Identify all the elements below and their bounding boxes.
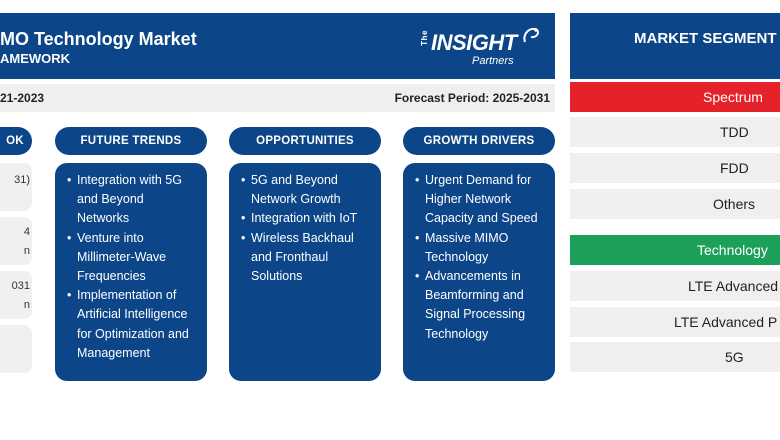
- segment-item-label: Others: [713, 196, 756, 212]
- forecast-period: Forecast Period: 2025-2031: [394, 91, 550, 105]
- list-item: Integration with 5G and Beyond Networks: [67, 171, 197, 229]
- opportunities-card: 5G and Beyond Network Growth Integration…: [229, 163, 381, 381]
- outlook-stub-2: 4 n: [0, 217, 32, 265]
- outlook-header-label: OK: [6, 135, 24, 147]
- growth-drivers-card: Urgent Demand for Higher Network Capacit…: [403, 163, 555, 381]
- spectrum-category: Spectrum: [570, 82, 780, 112]
- logo-partners-text: Partners: [472, 55, 514, 67]
- period-bar: [0, 84, 555, 112]
- header-banner: [0, 13, 555, 79]
- opportunities-header: OPPORTUNITIES: [229, 127, 381, 155]
- list-item: Urgent Demand for Higher Network Capacit…: [415, 171, 545, 229]
- growth-drivers-header: GROWTH DRIVERS: [403, 127, 555, 155]
- list-item: Massive MIMO Technology: [415, 229, 545, 267]
- list-item: Advancements in Beamforming and Signal P…: [415, 267, 545, 344]
- outlook-stub-3: 031 n: [0, 271, 32, 319]
- segment-item-label: 5G: [725, 349, 744, 365]
- outlook-stub-1: 31): [0, 163, 32, 211]
- segment-item-label: LTE Advanced P: [674, 314, 778, 330]
- growth-drivers-label: GROWTH DRIVERS: [423, 135, 535, 147]
- historic-period: 21-2023: [0, 91, 45, 105]
- segmentation-title: MARKET SEGMENT: [570, 13, 780, 79]
- segment-item-label: LTE Advanced: [688, 278, 779, 294]
- outlook-stub-2-line1: 4: [23, 226, 30, 238]
- segment-item-lte-advanced-pro: LTE Advanced P: [570, 307, 780, 337]
- segment-item-label: TDD: [720, 124, 749, 140]
- logo-main-text: INSIGHT: [431, 30, 517, 55]
- segment-item-lte-advanced: LTE Advanced: [570, 271, 780, 301]
- segment-item-tdd: TDD: [570, 117, 780, 147]
- report-subtitle: AMEWORK: [0, 51, 71, 66]
- technology-category: Technology: [570, 235, 780, 265]
- future-trends-card: Integration with 5G and Beyond Networks …: [55, 163, 207, 381]
- outlook-stub-1-text: 31): [14, 174, 30, 186]
- outlook-stub-3-line1: 031: [11, 280, 30, 292]
- list-item: Wireless Backhaul and Fronthaul Solution…: [241, 229, 371, 287]
- outlook-stub-2-line2: n: [23, 245, 30, 257]
- opportunities-label: OPPORTUNITIES: [256, 135, 354, 147]
- list-item: Integration with IoT: [241, 209, 371, 228]
- outlook-header: OK: [0, 127, 32, 155]
- report-title: MO Technology Market: [0, 29, 197, 49]
- logo-swoosh-icon: [523, 28, 540, 43]
- technology-label: Technology: [697, 242, 768, 258]
- segment-item-5g: 5G: [570, 342, 780, 372]
- future-trends-label: FUTURE TRENDS: [80, 135, 182, 147]
- future-trends-header: FUTURE TRENDS: [55, 127, 207, 155]
- logo-the-text: The: [420, 30, 429, 46]
- list-item: Implementation of Artificial Intelligenc…: [67, 286, 197, 363]
- list-item: 5G and Beyond Network Growth: [241, 171, 371, 209]
- insight-partners-logo: The INSIGHT Partners: [420, 26, 540, 70]
- segment-item-others: Others: [570, 189, 780, 219]
- segment-item-fdd: FDD: [570, 153, 780, 183]
- segment-item-label: FDD: [720, 160, 749, 176]
- outlook-stub-4: [0, 325, 32, 373]
- spectrum-label: Spectrum: [703, 89, 763, 105]
- list-item: Venture into Millimeter-Wave Frequencies: [67, 229, 197, 287]
- outlook-stub-3-line2: n: [23, 299, 30, 311]
